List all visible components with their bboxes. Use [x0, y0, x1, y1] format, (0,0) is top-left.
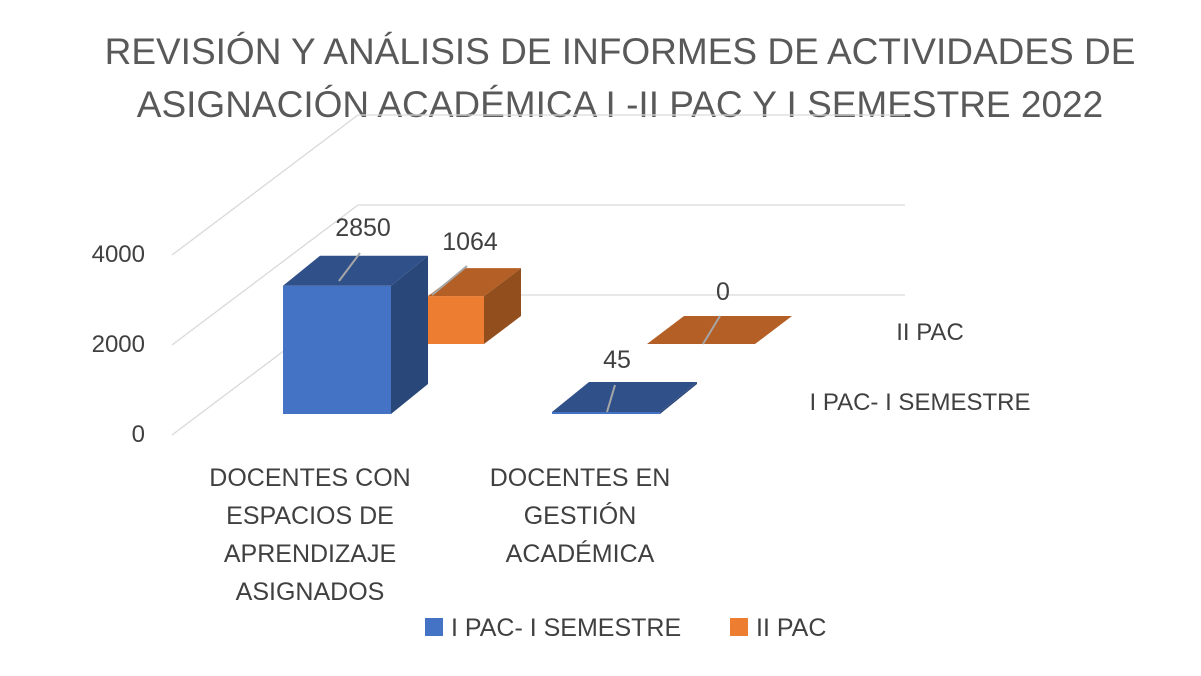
- bar-front: [283, 285, 391, 414]
- gridlines: [171, 114, 905, 436]
- data-labels: 2850 45 1064 0: [335, 214, 730, 413]
- category-label-1-line-1: DOCENTES CON: [209, 464, 410, 492]
- category-labels: DOCENTES CON ESPACIOS DE APRENDIZAJE ASI…: [209, 464, 670, 606]
- y-axis: 0 2000 4000: [92, 241, 145, 448]
- chart-title-line-2: ASIGNACIÓN ACADÉMICA I -II PAC Y I SEMES…: [137, 84, 1103, 125]
- gridline: [171, 204, 359, 346]
- bar-side: [391, 255, 428, 414]
- data-label: 45: [603, 346, 631, 374]
- legend-swatch-ii-pac: [730, 618, 748, 636]
- category-label-2-line-2: GESTIÓN: [524, 501, 637, 530]
- data-label-leader: [431, 265, 468, 296]
- bar: [552, 381, 697, 414]
- chart-title: REVISIÓN Y ANÁLISIS DE INFORMES DE ACTIV…: [105, 31, 1136, 125]
- data-label-leader: [338, 252, 361, 282]
- category-label-1-line-3: APRENDIZAJE: [224, 540, 396, 568]
- bar-top: [647, 316, 792, 344]
- legend: I PAC- I SEMESTRE II PAC: [425, 614, 826, 642]
- legend-label-i-pac: I PAC- I SEMESTRE: [451, 614, 681, 642]
- category-label-1-line-4: ASIGNADOS: [236, 578, 385, 606]
- legend-swatch-i-pac: [425, 618, 443, 636]
- data-label: 2850: [335, 214, 391, 242]
- bar-front: [552, 411, 660, 414]
- series-axis-labels: II PAC I PAC- I SEMESTRE: [810, 319, 1031, 416]
- y-tick-label: 4000: [92, 241, 145, 268]
- bar: [647, 316, 792, 344]
- category-label-2-line-1: DOCENTES EN: [490, 464, 671, 492]
- series-i-pac: [283, 255, 697, 414]
- category-label-1-line-2: ESPACIOS DE: [226, 502, 394, 530]
- gridline: [171, 114, 359, 256]
- data-label-leader: [702, 315, 721, 345]
- bar-side: [660, 381, 697, 414]
- bar-top: [428, 268, 521, 297]
- series-ii-pac: [428, 268, 792, 344]
- bar: [428, 268, 521, 344]
- bar-top: [552, 381, 697, 412]
- y-tick-label: 2000: [92, 331, 145, 358]
- data-label: 1064: [442, 228, 498, 256]
- chart-title-line-1: REVISIÓN Y ANÁLISIS DE INFORMES DE ACTIV…: [105, 31, 1136, 72]
- bar: [283, 255, 428, 414]
- bar-side: [484, 268, 521, 344]
- data-label: 0: [716, 278, 730, 306]
- series-axis-label: I PAC- I SEMESTRE: [810, 389, 1031, 416]
- y-tick-label: 0: [132, 421, 145, 448]
- data-label-leader: [606, 384, 616, 413]
- category-label-2-line-3: ACADÉMICA: [506, 539, 655, 568]
- series-axis-label: II PAC: [896, 319, 964, 346]
- bar-top: [283, 255, 428, 286]
- bar-front: [428, 296, 484, 344]
- legend-label-ii-pac: II PAC: [756, 614, 826, 642]
